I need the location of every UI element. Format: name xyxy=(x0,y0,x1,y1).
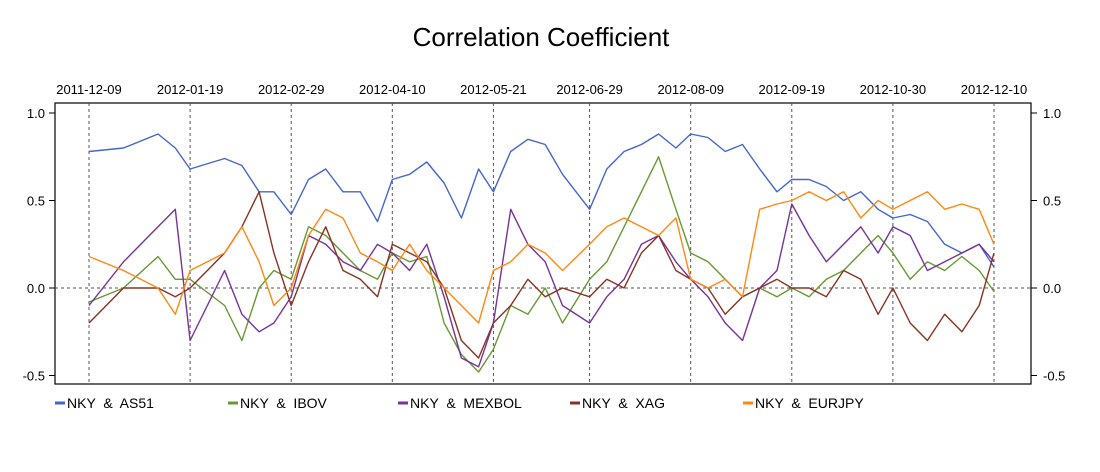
series-line-5 xyxy=(88,191,995,324)
series-line-1 xyxy=(88,133,995,268)
y-tick-label-left: -0.5 xyxy=(23,369,45,384)
legend-label-3: NKY & MEXBOL xyxy=(410,395,522,411)
x-tick-label: 2011-12-09 xyxy=(56,82,122,97)
x-tick-label: 2012-01-19 xyxy=(157,82,224,97)
y-tick-label-left: 1.0 xyxy=(27,106,45,121)
plot-frame xyxy=(54,102,1032,385)
legend-label-2: NKY & IBOV xyxy=(240,395,328,411)
x-tick-label: 2012-06-29 xyxy=(556,82,623,97)
series-line-2 xyxy=(88,156,995,373)
y-tick-label-right: 0.0 xyxy=(1043,281,1061,296)
y-tick-label-left: 0.5 xyxy=(27,194,45,209)
series-line-4 xyxy=(88,191,995,359)
y-tick-label-right: 1.0 xyxy=(1043,106,1061,121)
legend-label-5: NKY & EURJPY xyxy=(755,395,864,411)
y-tick-label-right: -0.5 xyxy=(1043,369,1065,384)
x-tick-label: 2012-10-30 xyxy=(860,82,927,97)
chart-title: Correlation Coefficient xyxy=(412,22,670,52)
x-tick-label: 2012-04-10 xyxy=(359,82,426,97)
legend-label-1: NKY & AS51 xyxy=(67,395,154,411)
x-tick-label: 2012-09-19 xyxy=(759,82,826,97)
y-tick-label-left: 0.0 xyxy=(27,281,45,296)
x-tick-label: 2012-08-09 xyxy=(657,82,724,97)
x-tick-label: 2012-05-21 xyxy=(460,82,527,97)
y-tick-label-right: 0.5 xyxy=(1043,194,1061,209)
x-tick-label: 2012-02-29 xyxy=(258,82,325,97)
x-tick-label: 2012-12-10 xyxy=(961,82,1028,97)
series-line-3 xyxy=(88,203,995,368)
legend-label-4: NKY & XAG xyxy=(582,395,665,411)
